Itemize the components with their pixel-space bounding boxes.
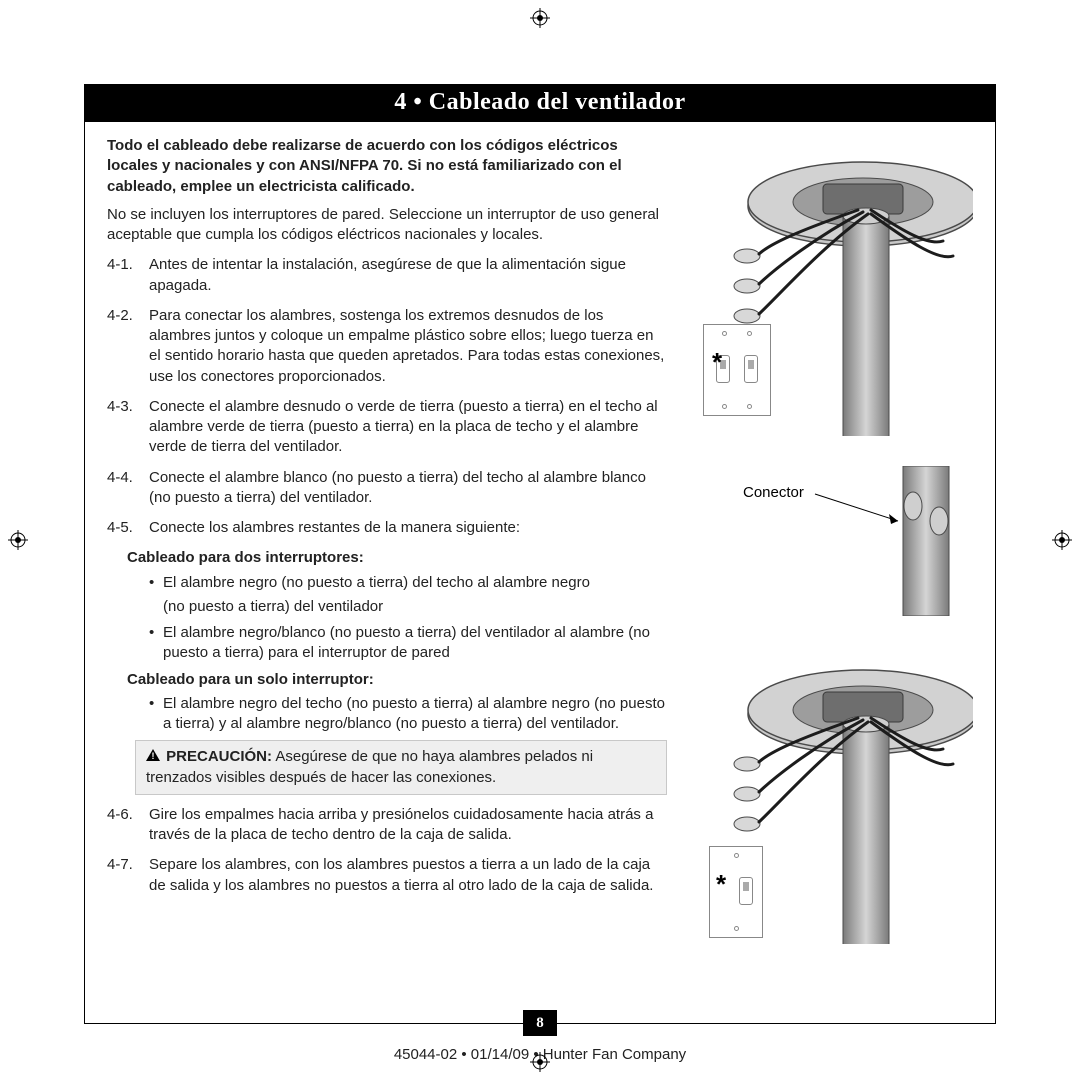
figure-column: * Conector xyxy=(691,136,973,944)
figure-one-switch: * xyxy=(703,644,973,944)
printer-mark-bottom xyxy=(530,1052,550,1072)
subheading-two-switches: Cableado para dos interruptores: xyxy=(127,548,667,568)
intro-plain: No se incluyen los interruptores de pare… xyxy=(107,205,667,246)
printer-mark-right xyxy=(1052,530,1072,550)
one-switch-bullet-1: El alambre negro del techo (no puesto a … xyxy=(149,694,667,735)
step-4-5: 4-5. Conecte los alambres restantes de l… xyxy=(107,518,667,538)
intro-bold: Todo el cableado debe realizarse de acue… xyxy=(107,136,667,197)
svg-text:!: ! xyxy=(152,751,155,761)
switch-plate-two: * xyxy=(703,324,771,416)
section-title: 4 • Cableado del ventilador xyxy=(85,85,995,122)
step-4-6: 4-6. Gire los empalmes hacia arriba y pr… xyxy=(107,805,667,846)
page-number: 8 xyxy=(523,1010,557,1036)
printer-mark-top xyxy=(530,8,550,28)
subheading-one-switch: Cableado para un solo interruptor: xyxy=(127,670,667,690)
asterisk-icon: * xyxy=(716,869,726,900)
page-frame: 4 • Cableado del ventilador Todo el cabl… xyxy=(84,84,996,1024)
step-4-3: 4-3. Conecte el alambre desnudo o verde … xyxy=(107,397,667,458)
step-4-2: 4-2. Para conectar los alambres, sosteng… xyxy=(107,306,667,387)
connector-label: Conector xyxy=(743,484,804,501)
switch-plate-one: * xyxy=(709,846,763,938)
step-4-4: 4-4. Conecte el alambre blanco (no puest… xyxy=(107,468,667,509)
asterisk-icon: * xyxy=(712,347,722,378)
two-switch-bullet-1: El alambre negro (no puesto a tierra) de… xyxy=(149,573,667,618)
step-4-1: 4-1. Antes de intentar la instalación, a… xyxy=(107,255,667,296)
instruction-column: Todo el cableado debe realizarse de acue… xyxy=(107,136,667,944)
figure-two-switch: * xyxy=(703,136,973,436)
step-4-7: 4-7. Separe los alambres, con los alambr… xyxy=(107,855,667,896)
figure-connector: Conector xyxy=(703,466,973,616)
caution-box: ! PRECAUCIÓN: Asegúrese de que no haya a… xyxy=(135,740,667,795)
two-switch-bullet-2: El alambre negro/blanco (no puesto a tie… xyxy=(149,623,667,664)
warning-icon: ! xyxy=(146,748,160,766)
printer-mark-left xyxy=(8,530,28,550)
